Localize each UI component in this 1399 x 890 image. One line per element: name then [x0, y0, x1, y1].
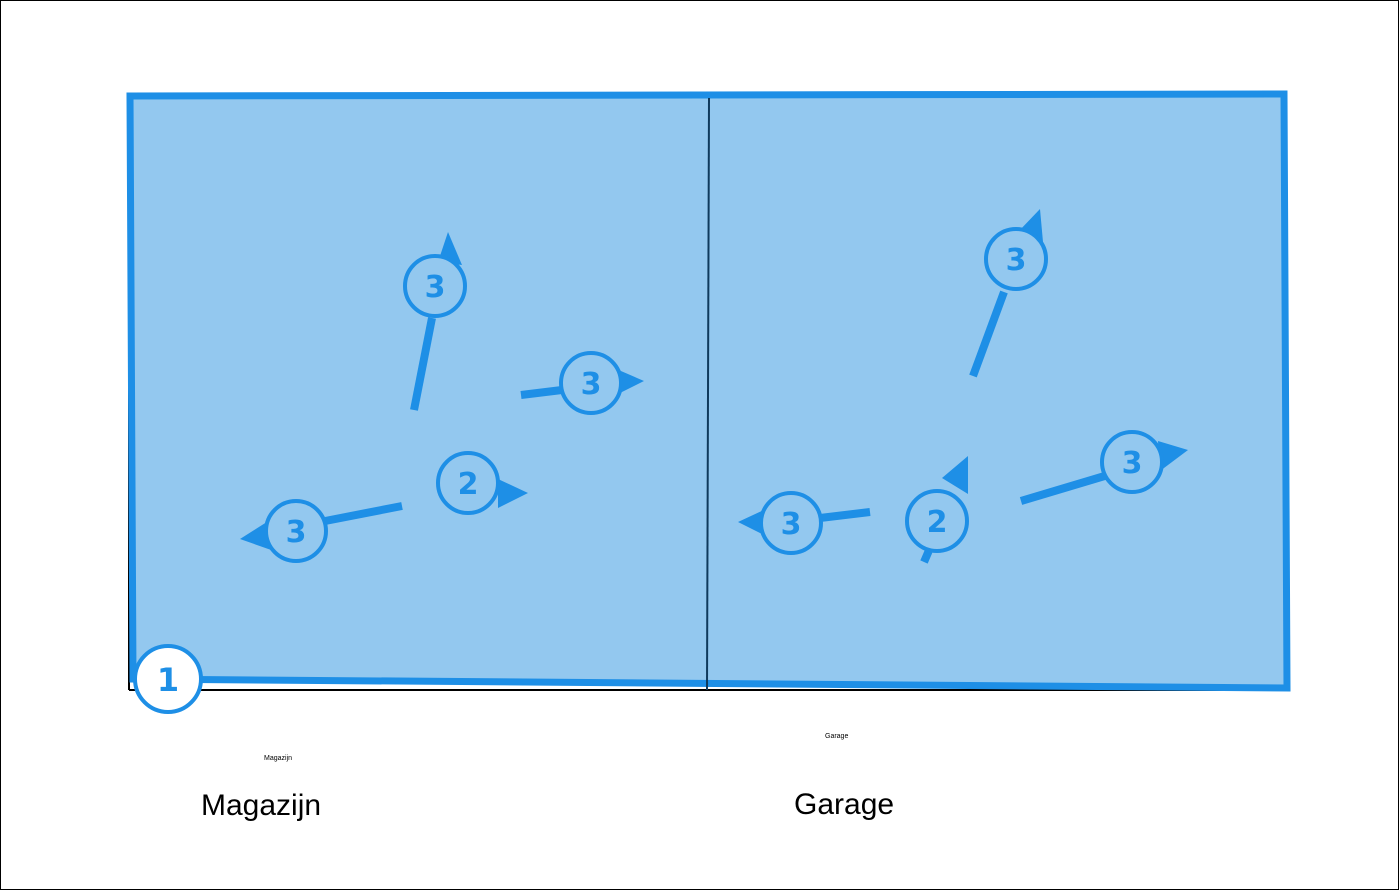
marker-right-4[interactable]: 2 — [905, 456, 969, 564]
arrow-shaft — [319, 502, 403, 526]
marker-circle — [905, 489, 969, 553]
arrow-head-icon — [942, 456, 968, 494]
marker-circle — [984, 227, 1048, 291]
marker-circle — [559, 351, 623, 415]
arrow-shaft — [520, 386, 563, 399]
marker-number: 3 — [781, 507, 802, 542]
marker-right-2[interactable]: 3 — [1019, 430, 1188, 505]
arrow-shaft — [410, 317, 436, 411]
marker-left-4[interactable]: 3 — [240, 499, 403, 563]
room-label-small-magazijn: Magazijn — [264, 755, 293, 762]
marker-left-2[interactable]: 3 — [520, 351, 644, 415]
room-label-magazijn: Magazijn — [201, 789, 322, 822]
marker-circle — [403, 254, 467, 318]
marker-number: 2 — [927, 505, 948, 540]
marker-left-1[interactable]: 3 — [403, 232, 467, 411]
marker-number: 1 — [157, 661, 179, 699]
marker-right-1[interactable]: 3 — [969, 209, 1048, 378]
arrow-shaft — [819, 508, 871, 522]
marker-circle — [133, 644, 203, 714]
marker-number: 2 — [458, 467, 479, 502]
marker-circle — [436, 451, 500, 515]
marker-circle — [264, 499, 328, 563]
arrow-shaft — [969, 290, 1008, 378]
arrow-head-icon — [1158, 441, 1188, 471]
marker-number: 3 — [286, 515, 307, 550]
marker-number: 3 — [1006, 243, 1027, 278]
marker-circle — [759, 491, 823, 555]
marker-number: 3 — [1122, 446, 1143, 481]
marker-number: 3 — [581, 367, 602, 402]
room-label-garage: Garage — [794, 788, 895, 821]
arrow-shaft — [1019, 471, 1110, 505]
room-divider — [706, 97, 710, 691]
room-label-small-garage: Garage — [825, 733, 849, 740]
arrow-head-icon — [498, 479, 528, 508]
marker-circle — [1100, 430, 1164, 494]
marker-left-3[interactable]: 2 — [436, 451, 528, 515]
marker-number: 3 — [425, 270, 446, 305]
marker-right-3[interactable]: 3 — [738, 491, 871, 555]
marker-corner[interactable]: 1 — [133, 644, 203, 714]
